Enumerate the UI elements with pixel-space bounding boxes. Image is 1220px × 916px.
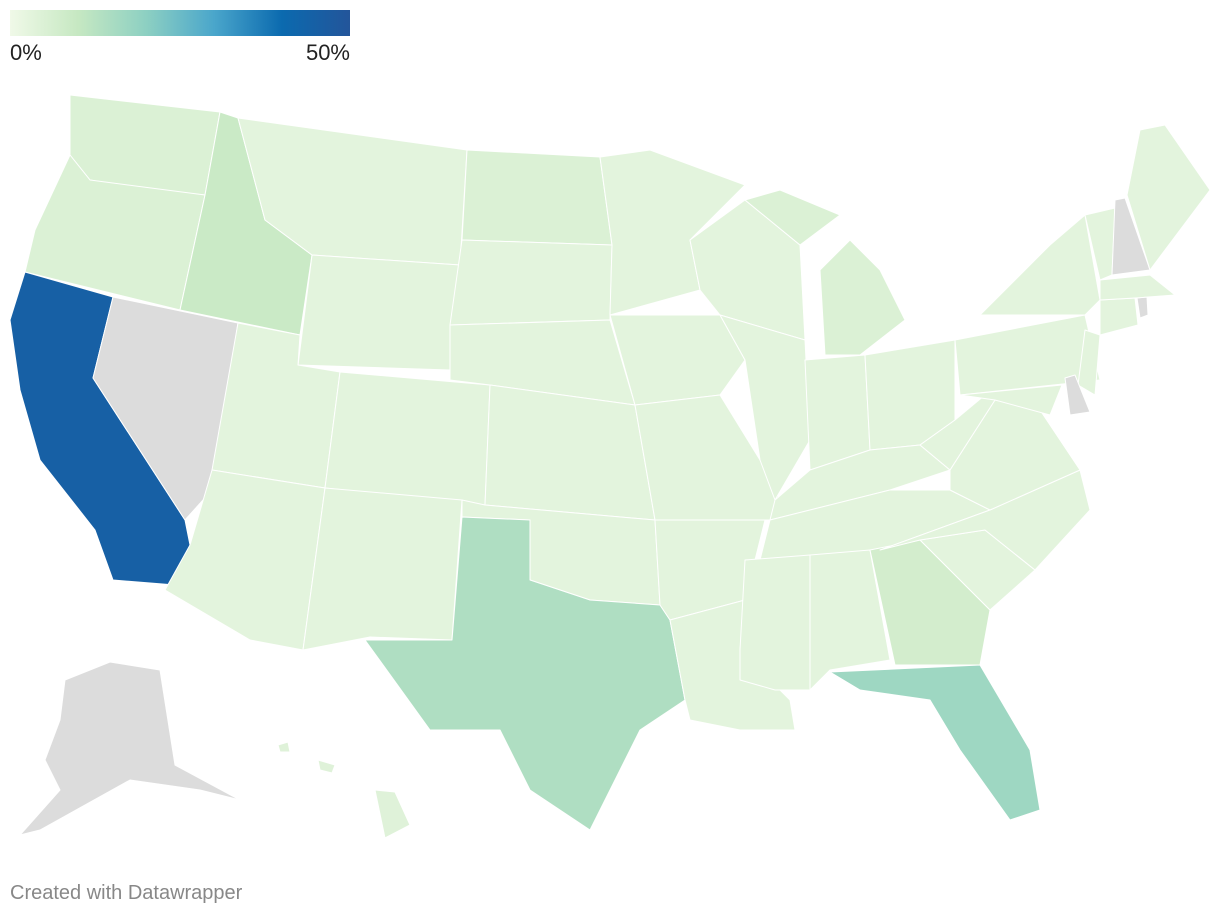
- state: [374, 789, 411, 839]
- legend-gradient: [10, 10, 350, 36]
- legend-label: 0%: [10, 40, 42, 65]
- state: [1099, 297, 1139, 336]
- state: [819, 239, 906, 356]
- state: [92, 296, 239, 521]
- state: [1126, 124, 1211, 271]
- state: [744, 189, 841, 246]
- state: [317, 759, 336, 774]
- state: [1064, 374, 1091, 416]
- state: [364, 516, 686, 831]
- state: [461, 149, 613, 246]
- credit: Created with Datawrapper: [10, 882, 243, 904]
- state: [277, 741, 291, 753]
- state: [449, 239, 613, 326]
- state: [484, 384, 656, 521]
- state: [1136, 296, 1149, 319]
- state: [879, 469, 1091, 571]
- state: [959, 384, 1063, 416]
- state: [809, 549, 891, 691]
- state: [739, 554, 811, 691]
- state: [829, 664, 1041, 821]
- states: [9, 94, 1211, 839]
- state: [324, 371, 491, 506]
- state: [609, 314, 746, 406]
- state: [1099, 274, 1176, 301]
- state: [1077, 329, 1101, 396]
- state: [954, 314, 1101, 396]
- state: [302, 487, 463, 651]
- legend-label: 50%: [306, 40, 350, 65]
- state: [979, 214, 1101, 316]
- state: [19, 661, 241, 836]
- state: [297, 254, 461, 371]
